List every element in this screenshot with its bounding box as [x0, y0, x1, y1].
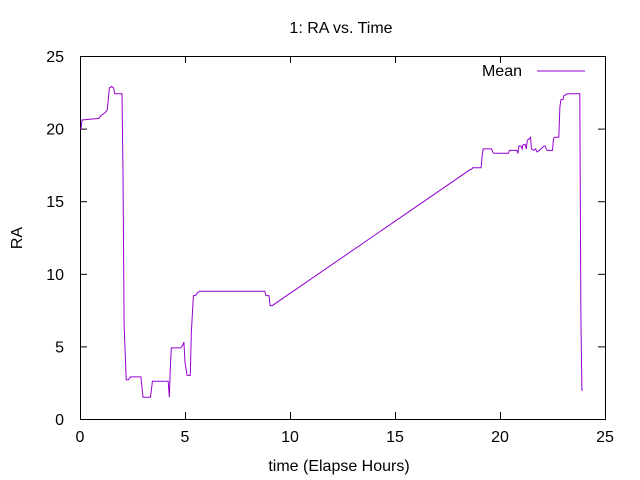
legend-label-mean: Mean — [482, 63, 522, 80]
plot-frame — [80, 56, 606, 420]
y-axis-ticks: 0 5 10 15 20 25 — [46, 49, 605, 429]
y-tick-label: 25 — [46, 49, 64, 66]
y-tick-label: 0 — [55, 412, 64, 429]
legend: Mean — [482, 63, 585, 80]
x-tick-label: 10 — [281, 429, 299, 446]
x-tick-label: 15 — [386, 429, 404, 446]
chart-title: 1: RA vs. Time — [289, 20, 392, 37]
y-tick-label: 20 — [46, 122, 64, 139]
x-tick-label: 0 — [76, 429, 85, 446]
x-tick-label: 20 — [491, 429, 509, 446]
x-tick-label: 5 — [181, 429, 190, 446]
x-axis-label: time (Elapse Hours) — [268, 458, 409, 475]
y-axis-label: RA — [9, 227, 26, 250]
series-line-mean — [80, 85, 583, 398]
x-tick-label: 25 — [596, 429, 614, 446]
y-tick-label: 15 — [46, 194, 64, 211]
y-tick-label: 10 — [46, 267, 64, 284]
y-tick-label: 5 — [55, 339, 64, 356]
series-layer — [80, 85, 583, 398]
x-axis-ticks: 0 5 10 15 20 25 — [76, 56, 614, 446]
